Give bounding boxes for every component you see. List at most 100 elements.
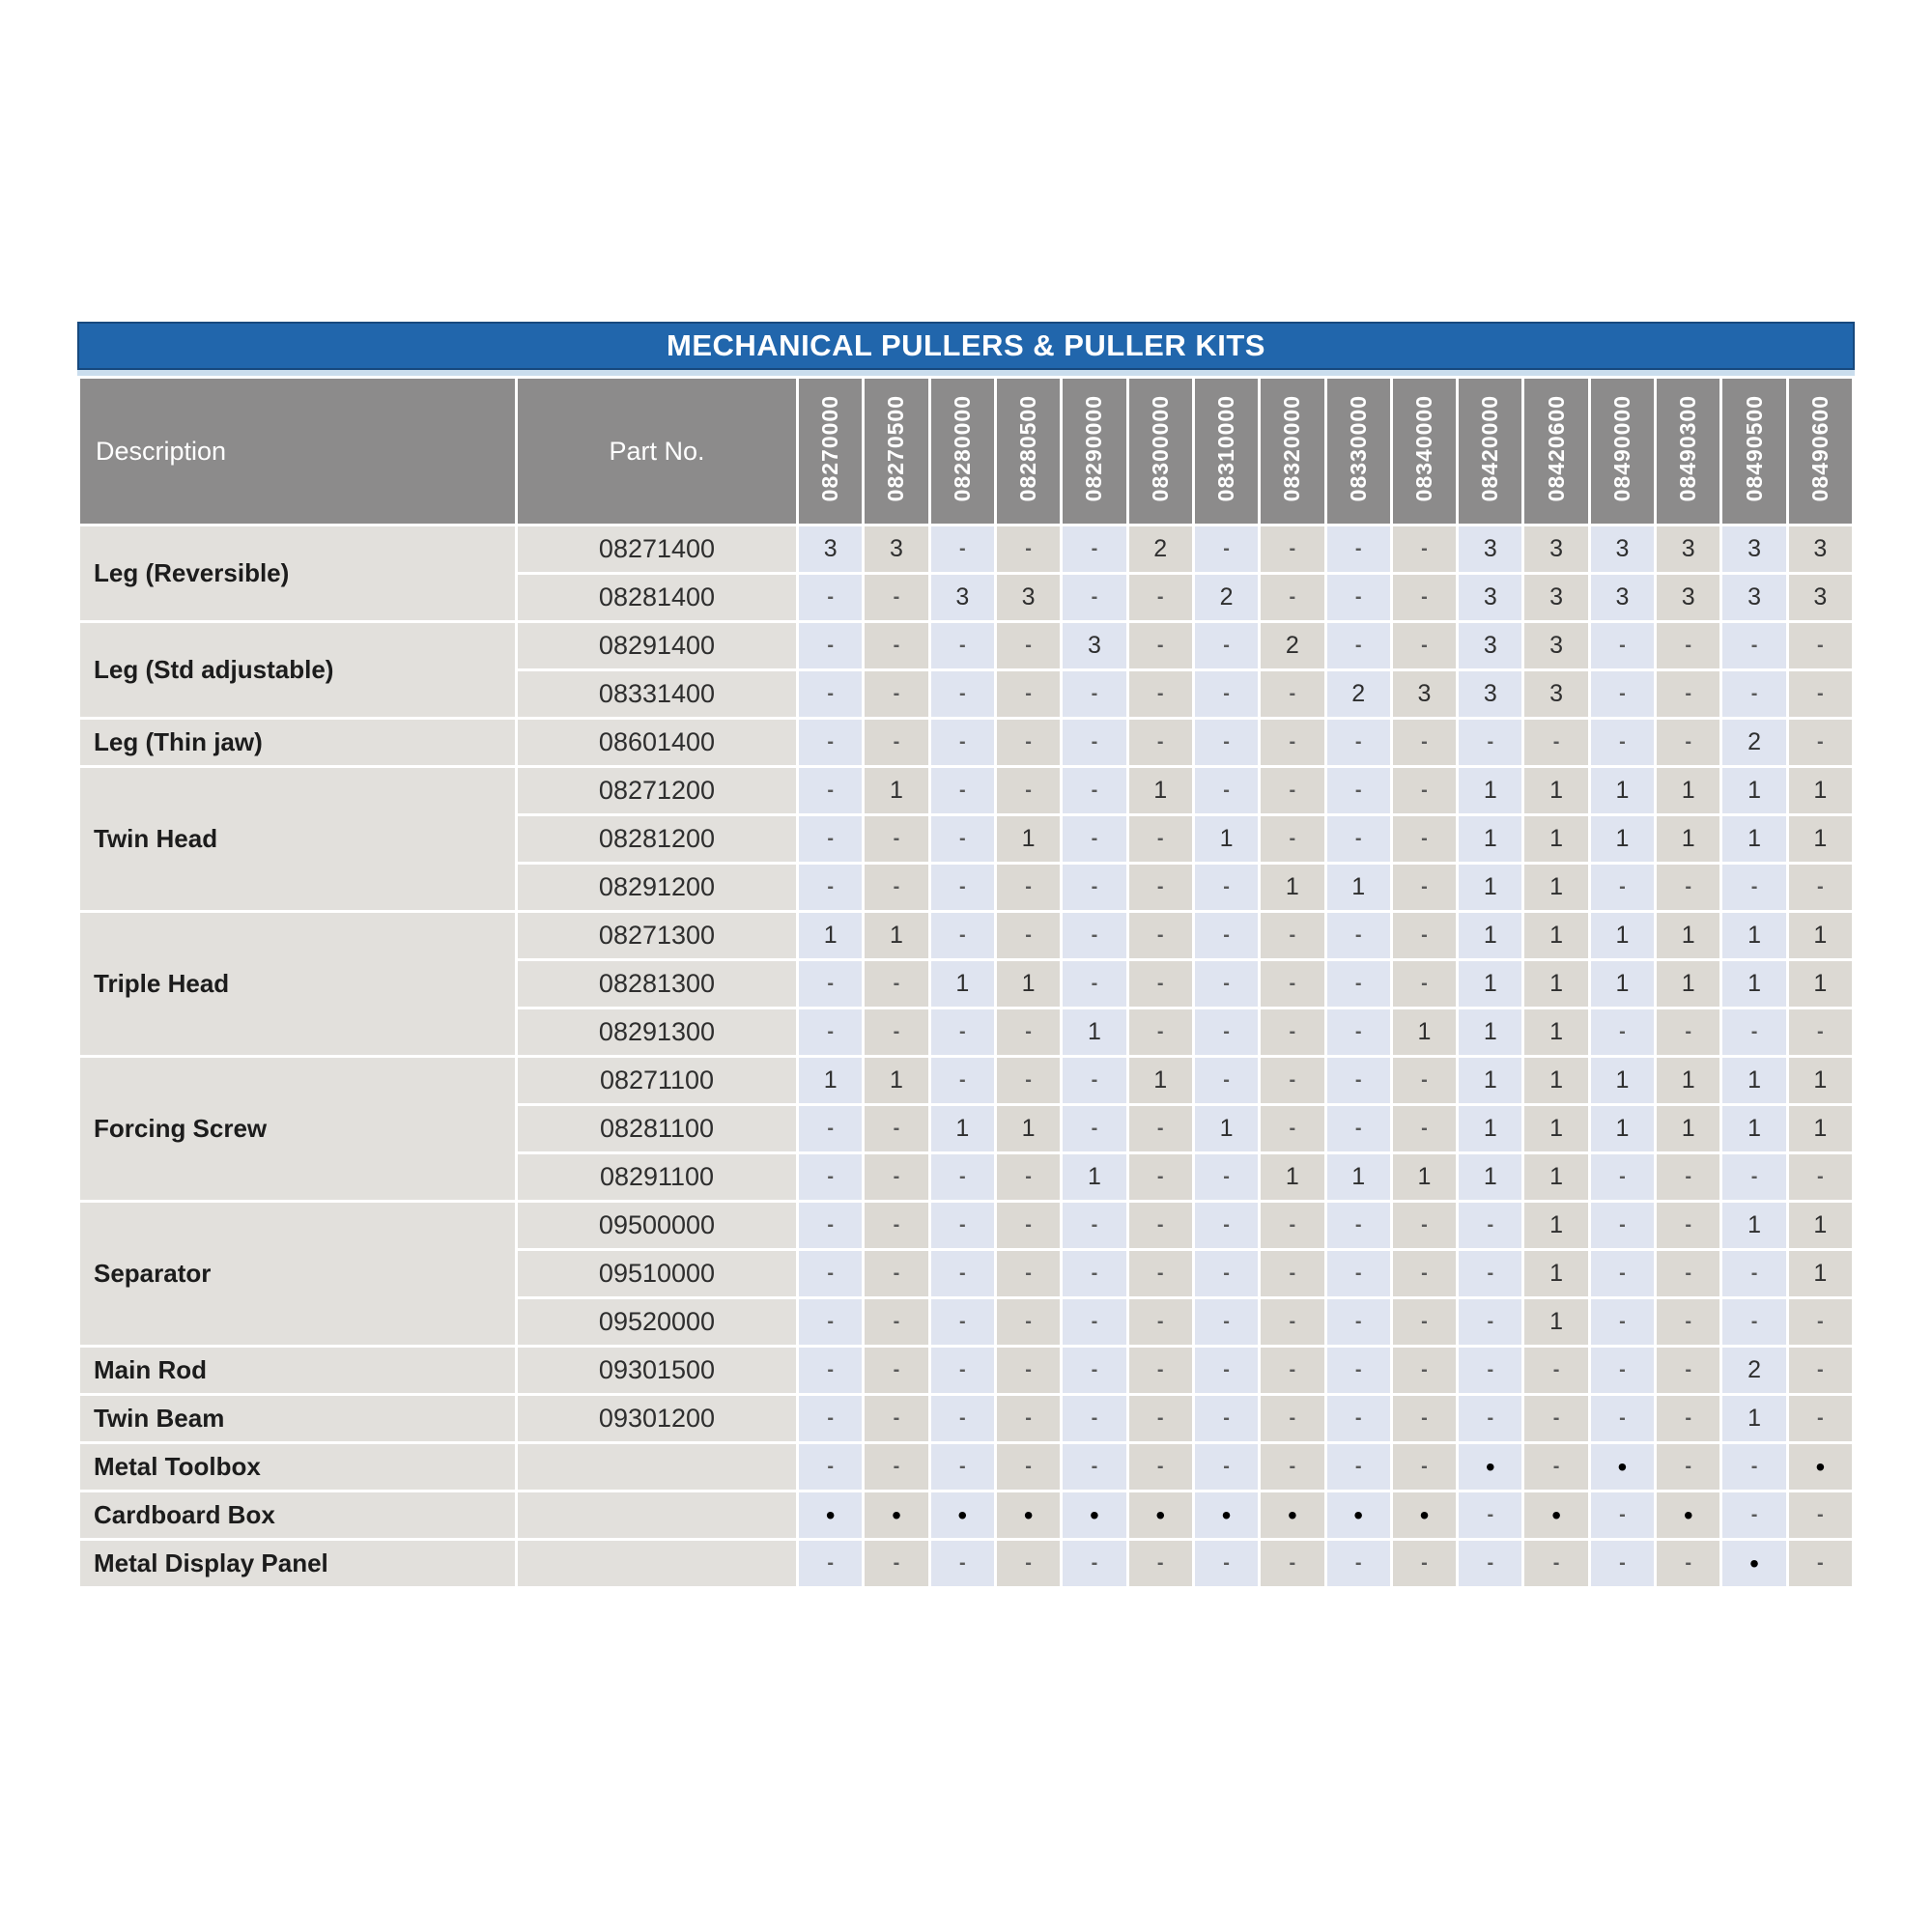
table-row: Twin Head 08271200-1- - -1- - - -1 1 1 1 1 1	[80, 768, 1852, 910]
quantity-cell: -	[865, 1203, 928, 1248]
quantity-cell: 1	[1722, 768, 1786, 813]
description-cell: Forcing Screw	[80, 1058, 515, 1200]
quantity-cell: -	[1459, 1251, 1522, 1296]
quantity-cell: -	[1788, 865, 1852, 910]
kit-column-header-label: 08340000	[1410, 395, 1436, 502]
quantity-cell: -	[1590, 1203, 1655, 1248]
quantity-cell: 3	[996, 575, 1061, 620]
quantity-cell: -	[1788, 671, 1852, 717]
quantity-cell: 1	[1063, 1154, 1126, 1200]
quantity-cell: -	[1194, 720, 1259, 765]
quantity-cell: 1	[1590, 816, 1655, 862]
quantity-cell: -	[1722, 1299, 1786, 1345]
quantity-cell: -	[865, 961, 928, 1007]
quantity-cell: -	[1788, 1348, 1852, 1393]
quantity-cell: -	[930, 1299, 994, 1345]
quantity-cell: -	[1657, 1009, 1720, 1055]
quantity-cell: -	[799, 1541, 863, 1586]
kit-column-header-08300000: 08300000	[1128, 379, 1192, 524]
kit-column-header-label: 08320000	[1279, 395, 1305, 502]
quantity-cell: -	[1657, 1251, 1720, 1296]
quantity-cell: -	[1194, 865, 1259, 910]
quantity-cell: 1	[1128, 768, 1192, 813]
quantity-cell: 1	[996, 961, 1061, 1007]
quantity-cell: -	[865, 575, 928, 620]
table-row: Forcing Screw 08271100 1 1- - -1- - - -1 1 1 1 1 1	[80, 1058, 1852, 1200]
quantity-cell: -	[1128, 961, 1192, 1007]
quantity-cell: -	[865, 1444, 928, 1490]
title-divider	[77, 370, 1855, 376]
description-cell: Leg (Reversible)	[80, 526, 515, 620]
quantity-cell: -	[1524, 1541, 1588, 1586]
quantity-cell: -	[1590, 1541, 1655, 1586]
kit-column-header-08320000: 08320000	[1261, 379, 1324, 524]
quantity-cell: •	[1392, 1492, 1457, 1538]
part-no-cell: 09500000	[518, 1203, 796, 1248]
quantity-cell: -	[1261, 575, 1324, 620]
quantity-cell: -	[1590, 671, 1655, 717]
quantity-cell: 1	[1392, 1154, 1457, 1200]
quantity-cell: -	[930, 1009, 994, 1055]
quantity-cell: -	[1063, 526, 1126, 572]
quantity-cell: 1	[1722, 1203, 1786, 1248]
part-no-cell	[518, 1541, 796, 1586]
quantity-cell: -	[1722, 1154, 1786, 1200]
quantity-cell: -	[996, 1154, 1061, 1200]
quantity-cell: 1	[1459, 1106, 1522, 1151]
quantity-cell: -	[996, 865, 1061, 910]
quantity-cell: -	[930, 913, 994, 958]
quantity-cell: -	[1063, 1444, 1126, 1490]
quantity-cell: -	[1459, 1492, 1522, 1538]
quantity-cell: -	[1392, 913, 1457, 958]
quantity-cell: -	[1590, 1299, 1655, 1345]
quantity-cell: 1	[1128, 1058, 1192, 1103]
quantity-cell: -	[1459, 1203, 1522, 1248]
quantity-cell: -	[1261, 1348, 1324, 1393]
kit-column-header-label: 08310000	[1213, 395, 1239, 502]
part-no-cell: 08291100	[518, 1154, 796, 1200]
quantity-cell: -	[996, 1541, 1061, 1586]
quantity-cell: -	[1261, 768, 1324, 813]
quantity-cell: -	[799, 865, 863, 910]
kit-column-header-label: 08270000	[817, 395, 843, 502]
description-cell: Triple Head	[80, 913, 515, 1055]
quantity-cell: -	[1326, 1009, 1390, 1055]
quantity-cell: 1	[1524, 1106, 1588, 1151]
quantity-cell: 1	[1722, 1106, 1786, 1151]
quantity-cell: -	[1722, 623, 1786, 668]
kit-column-header-08420600: 08420600	[1524, 379, 1588, 524]
quantity-cell: 1	[1459, 768, 1522, 813]
quantity-cell: 2	[1194, 575, 1259, 620]
quantity-cell: -	[865, 1396, 928, 1441]
quantity-cell: -	[1128, 623, 1192, 668]
quantity-cell: -	[865, 671, 928, 717]
quantity-cell: -	[1063, 1541, 1126, 1586]
quantity-cell: 1	[1194, 816, 1259, 862]
quantity-cell: -	[1128, 1106, 1192, 1151]
quantity-cell: 3	[1524, 526, 1588, 572]
quantity-cell: 1	[1657, 1058, 1720, 1103]
quantity-cell: -	[799, 1154, 863, 1200]
quantity-cell: 1	[1590, 1106, 1655, 1151]
part-no-cell: 08291300	[518, 1009, 796, 1055]
kit-column-header-label: 08420600	[1543, 395, 1569, 502]
quantity-cell: -	[799, 1106, 863, 1151]
part-no-cell: 08281200	[518, 816, 796, 862]
description-cell: Cardboard Box	[80, 1492, 515, 1538]
quantity-cell: •	[1194, 1492, 1259, 1538]
part-no-cell: 08271100	[518, 1058, 796, 1103]
quantity-cell: -	[1261, 1203, 1324, 1248]
quantity-cell: -	[1326, 1106, 1390, 1151]
quantity-cell: -	[1194, 1058, 1259, 1103]
quantity-cell: -	[1326, 1444, 1390, 1490]
quantity-cell: -	[1063, 768, 1126, 813]
part-no-cell	[518, 1492, 796, 1538]
quantity-cell: -	[996, 1444, 1061, 1490]
quantity-cell: •	[865, 1492, 928, 1538]
quantity-cell: -	[1326, 1058, 1390, 1103]
quantity-cell: -	[799, 1009, 863, 1055]
quantity-cell: 1	[1657, 816, 1720, 862]
quantity-cell: 3	[865, 526, 928, 572]
part-no-cell: 08281300	[518, 961, 796, 1007]
quantity-cell: 1	[1063, 1009, 1126, 1055]
